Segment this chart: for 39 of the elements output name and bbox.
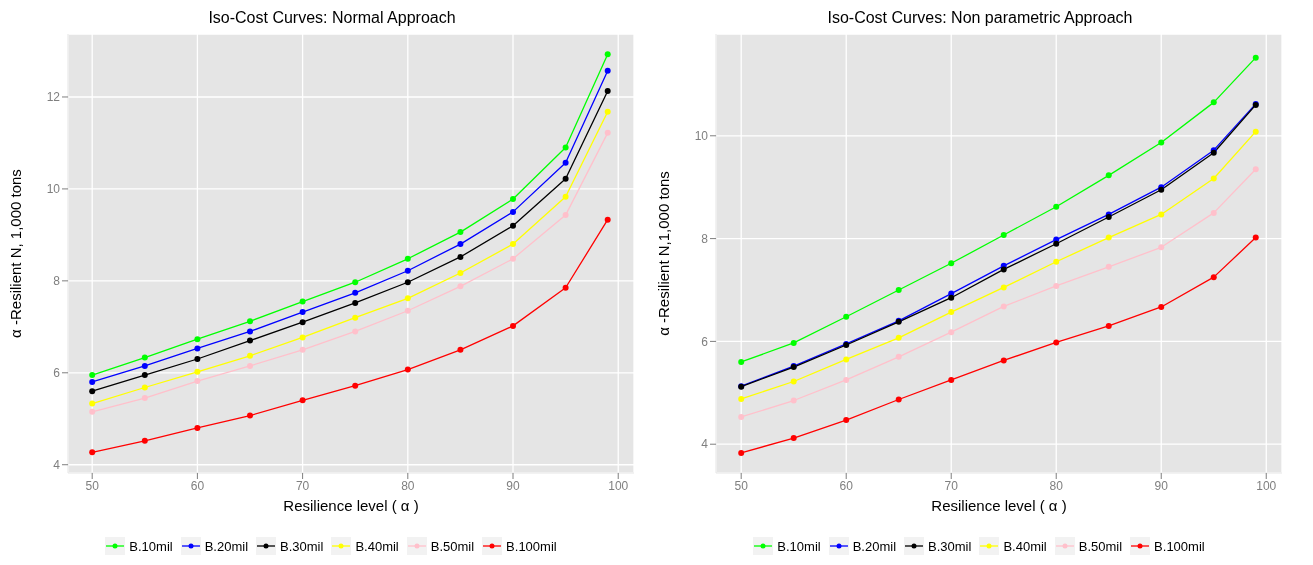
- y-tick-label: 12: [46, 90, 61, 105]
- legend-label: B.40mil: [1003, 538, 1047, 554]
- legend-label: B.10mil: [129, 538, 173, 554]
- legend-label: B.50mil: [430, 538, 475, 554]
- y-tick-label: 4: [701, 437, 709, 452]
- legend-label: B.50mil: [1078, 538, 1123, 554]
- y-axis-title: α -Resilient N,1,000 tons: [655, 171, 673, 336]
- legend-label: B.100mil: [506, 538, 557, 554]
- x-tick-label: 90: [506, 478, 521, 493]
- x-tick-label: 100: [1256, 478, 1277, 493]
- x-tick-label: 100: [608, 478, 629, 493]
- x-tick-label: 50: [734, 478, 749, 493]
- y-tick-label: 8: [53, 274, 61, 289]
- y-tick-label: 8: [701, 231, 709, 246]
- y-tick-label: 10: [46, 182, 61, 197]
- x-axis-title: Resilience level ( α ): [931, 497, 1067, 514]
- y-tick-label: 4: [53, 457, 61, 472]
- x-axis-title: Resilience level ( α ): [283, 497, 419, 514]
- legend-label: B.20mil: [204, 538, 249, 554]
- legend-label: B.40mil: [355, 538, 399, 554]
- legend-label: B.10mil: [777, 538, 821, 554]
- x-tick-label: 80: [401, 478, 415, 493]
- x-tick-label: 50: [85, 478, 100, 493]
- legend-label: B.20mil: [852, 538, 897, 554]
- x-tick-label: 60: [839, 478, 854, 493]
- legend-label: B.30mil: [280, 538, 324, 554]
- chart-title: Iso-Cost Curves: Non parametric Approach: [826, 8, 1134, 28]
- x-tick-label: 60: [190, 478, 205, 493]
- x-tick-label: 90: [1154, 478, 1169, 493]
- legend-label: B.100mil: [1154, 538, 1205, 554]
- y-tick-label: 6: [53, 366, 61, 381]
- x-tick-label: 80: [1049, 478, 1064, 493]
- x-tick-label: 70: [944, 478, 959, 493]
- legend-label: B.30mil: [928, 538, 972, 554]
- y-tick-label: 6: [701, 334, 709, 349]
- chart-title: Iso-Cost Curves: Normal Approach: [207, 8, 457, 28]
- x-tick-label: 70: [295, 478, 310, 493]
- y-tick-label: 10: [694, 129, 709, 144]
- y-axis-title: α -Resilient N, 1,000 tons: [7, 169, 25, 338]
